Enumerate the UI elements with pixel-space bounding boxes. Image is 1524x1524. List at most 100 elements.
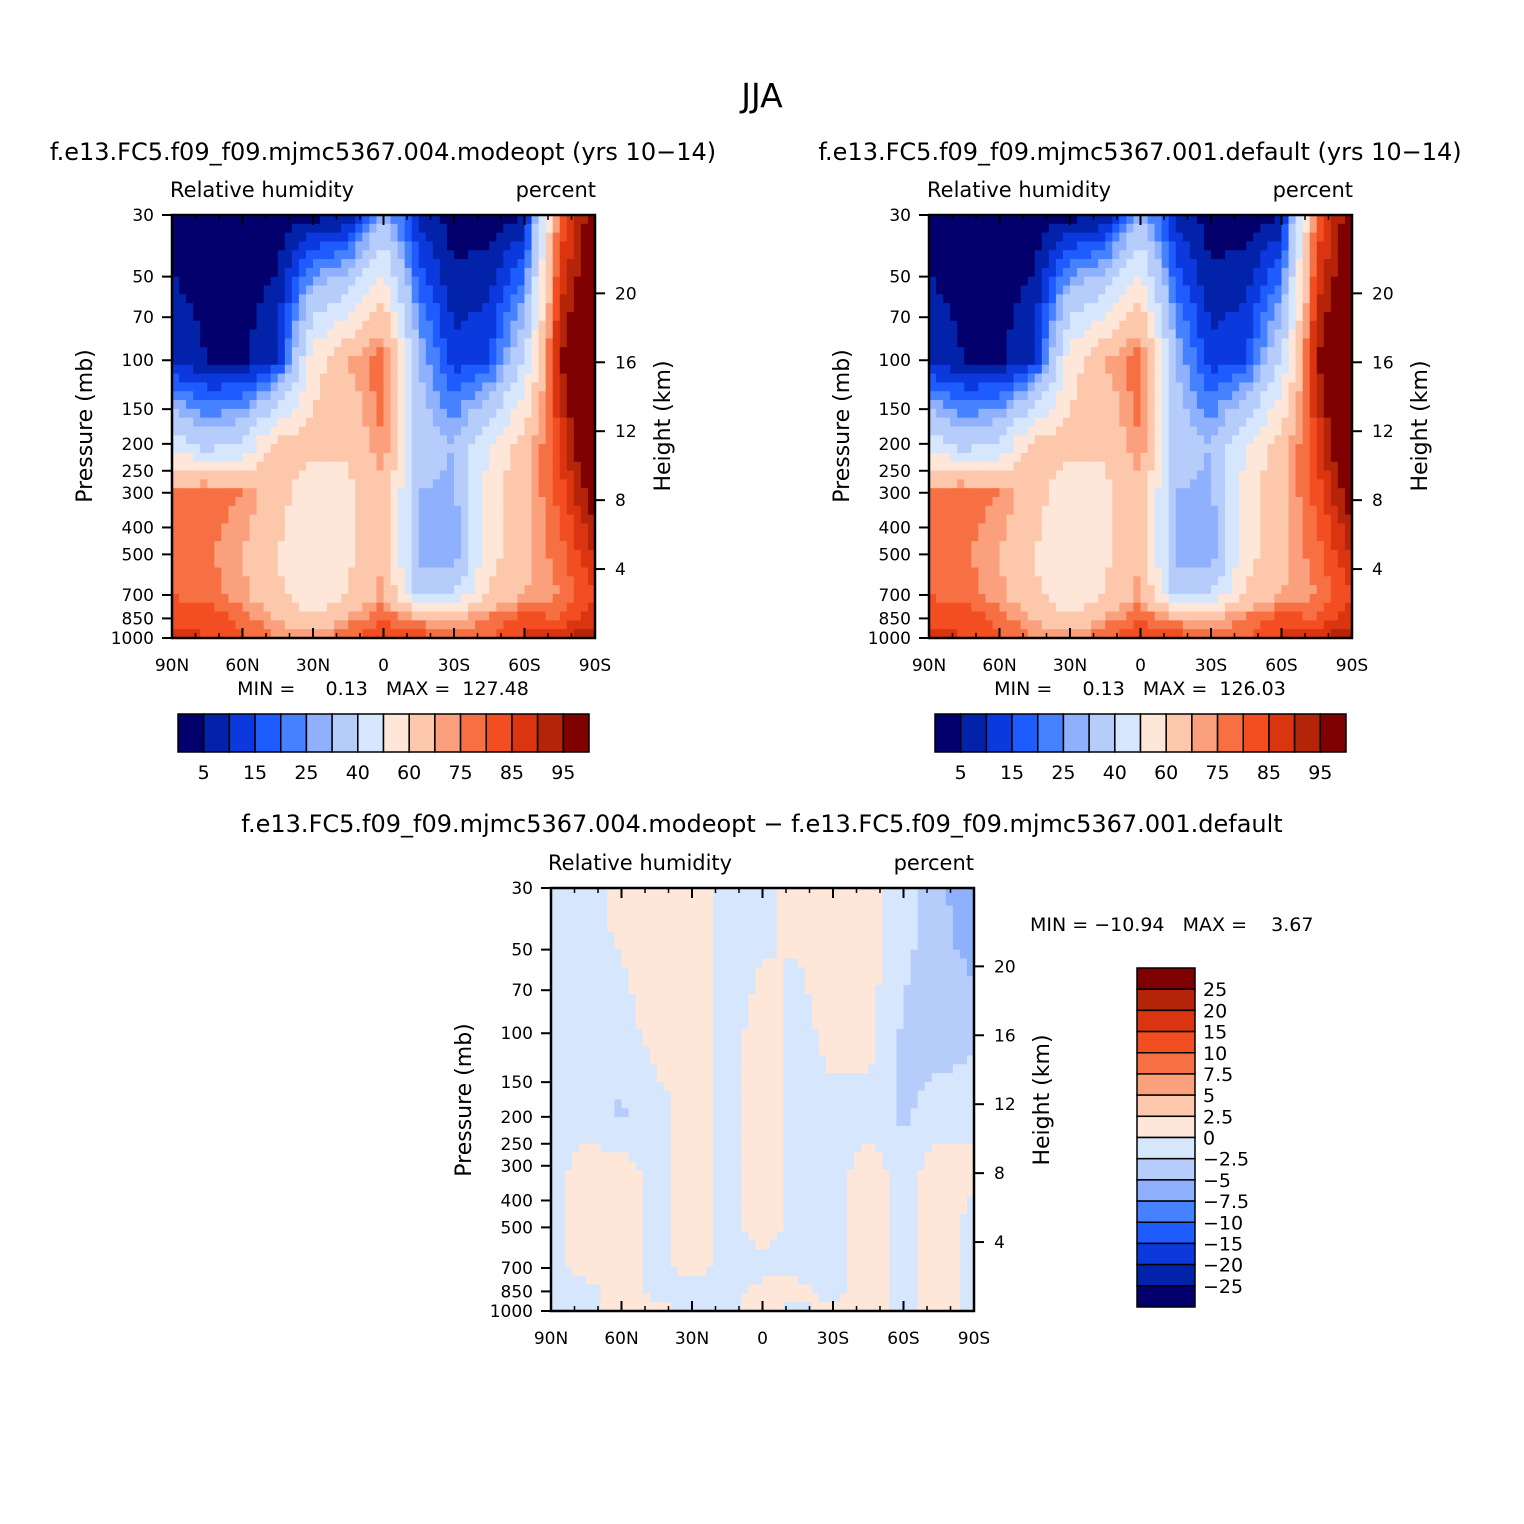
heatmap-cell <box>1246 215 1254 225</box>
heatmap-cell <box>559 470 568 480</box>
heatmap-cell <box>172 329 180 339</box>
heatmap-cell <box>277 497 286 507</box>
heatmap-cell <box>496 391 504 401</box>
heatmap-cell <box>1330 373 1339 384</box>
heatmap-cell <box>235 620 244 630</box>
heatmap-cell <box>1119 382 1127 392</box>
heatmap-cell <box>1091 241 1099 251</box>
heatmap-cell <box>482 558 490 569</box>
heatmap-cell <box>186 549 194 560</box>
heatmap-cell <box>475 356 483 366</box>
heatmap-cell <box>1288 444 1297 454</box>
heatmap-cell <box>327 523 335 533</box>
heatmap-cell <box>1211 232 1219 243</box>
heatmap-cell <box>1126 250 1135 260</box>
heatmap-cell <box>362 259 370 269</box>
heatmap-cell <box>291 602 300 613</box>
heatmap-cell <box>1316 364 1325 375</box>
heatmap-cell <box>1260 400 1268 410</box>
heatmap-cell <box>1175 461 1184 472</box>
heatmap-cell <box>284 514 293 525</box>
heatmap-cell <box>320 338 328 348</box>
heatmap-cell <box>559 620 568 630</box>
heatmap-cell <box>404 223 413 234</box>
heatmap-cell <box>207 223 215 234</box>
heatmap-cell <box>1048 250 1057 260</box>
heatmap-cell <box>432 294 441 304</box>
heatmap-cell <box>207 232 215 243</box>
heatmap-cell <box>369 417 378 428</box>
heatmap-cell <box>376 435 385 445</box>
heatmap-cell <box>235 611 244 621</box>
heatmap-cell <box>1239 285 1247 295</box>
heatmap-cell <box>383 285 392 295</box>
heatmap-cell <box>1316 276 1325 287</box>
heatmap-cell <box>517 400 526 410</box>
heatmap-cell <box>298 541 307 551</box>
heatmap-cell <box>207 611 215 621</box>
heatmap-cell <box>503 303 511 313</box>
heatmap-cell <box>573 426 582 436</box>
heatmap-cell <box>313 223 321 234</box>
heatmap-cell <box>573 417 582 428</box>
heatmap-cell <box>305 329 314 339</box>
heatmap-cell <box>1211 223 1219 234</box>
heatmap-cell <box>1218 364 1226 375</box>
heatmap-cell <box>1084 294 1092 304</box>
heatmap-cell <box>1154 215 1163 225</box>
heatmap-cell <box>531 523 540 533</box>
heatmap-cell <box>1225 294 1233 304</box>
heatmap-cell <box>978 470 986 480</box>
heatmap-cell <box>1246 223 1254 234</box>
heatmap-cell <box>270 320 279 331</box>
heatmap-cell <box>334 629 342 639</box>
heatmap-cell <box>1337 267 1346 278</box>
heatmap-cell <box>277 382 286 392</box>
heatmap-cell <box>468 356 476 366</box>
heatmap-cell <box>425 461 434 472</box>
heatmap-cell <box>524 356 533 366</box>
heatmap-cell <box>1070 267 1078 278</box>
heatmap-cell <box>992 356 1001 366</box>
heatmap-cell <box>971 444 979 454</box>
heatmap-cell <box>214 250 222 260</box>
heatmap-cell <box>390 629 399 639</box>
heatmap-cell <box>482 303 490 313</box>
heatmap-cell <box>461 461 469 472</box>
heatmap-cell <box>1246 461 1254 472</box>
heatmap-cell <box>978 400 986 410</box>
heatmap-cell <box>482 259 490 269</box>
heatmap-cell <box>1309 329 1318 339</box>
heatmap-cell <box>235 285 244 295</box>
heatmap-cell <box>291 470 300 480</box>
heatmap-cell <box>334 532 342 542</box>
heatmap-cell <box>1020 241 1029 251</box>
heatmap-cell <box>334 408 342 419</box>
heatmap-cell <box>573 259 582 269</box>
heatmap-cell <box>1239 497 1247 507</box>
heatmap-cell <box>439 338 448 348</box>
heatmap-cell <box>383 232 392 243</box>
heatmap-cell <box>277 541 286 551</box>
heatmap-cell <box>1196 232 1205 243</box>
heatmap-cell <box>179 541 187 551</box>
heatmap-cell <box>566 435 575 445</box>
heatmap-cell <box>475 532 483 542</box>
heatmap-cell <box>489 338 497 348</box>
heatmap-cell <box>383 470 392 480</box>
heatmap-cell <box>461 620 469 630</box>
heatmap-cell <box>1140 452 1149 463</box>
heatmap-cell <box>510 444 519 454</box>
heatmap-cell <box>1288 215 1297 225</box>
heatmap-cell <box>320 488 328 498</box>
heatmap-cell <box>1274 215 1283 225</box>
heatmap-cell <box>235 391 244 401</box>
heatmap-cell <box>327 320 335 331</box>
panel-title: f.e13.FC5.f09_f09.mjmc5367.004.modeopt (… <box>50 138 716 166</box>
y-tick-label: 100 <box>122 351 154 371</box>
heatmap-cell <box>964 408 972 419</box>
heatmap-cell <box>1147 391 1156 401</box>
heatmap-cell <box>432 461 441 472</box>
heatmap-cell <box>475 267 483 278</box>
heatmap-cell <box>1126 364 1135 375</box>
